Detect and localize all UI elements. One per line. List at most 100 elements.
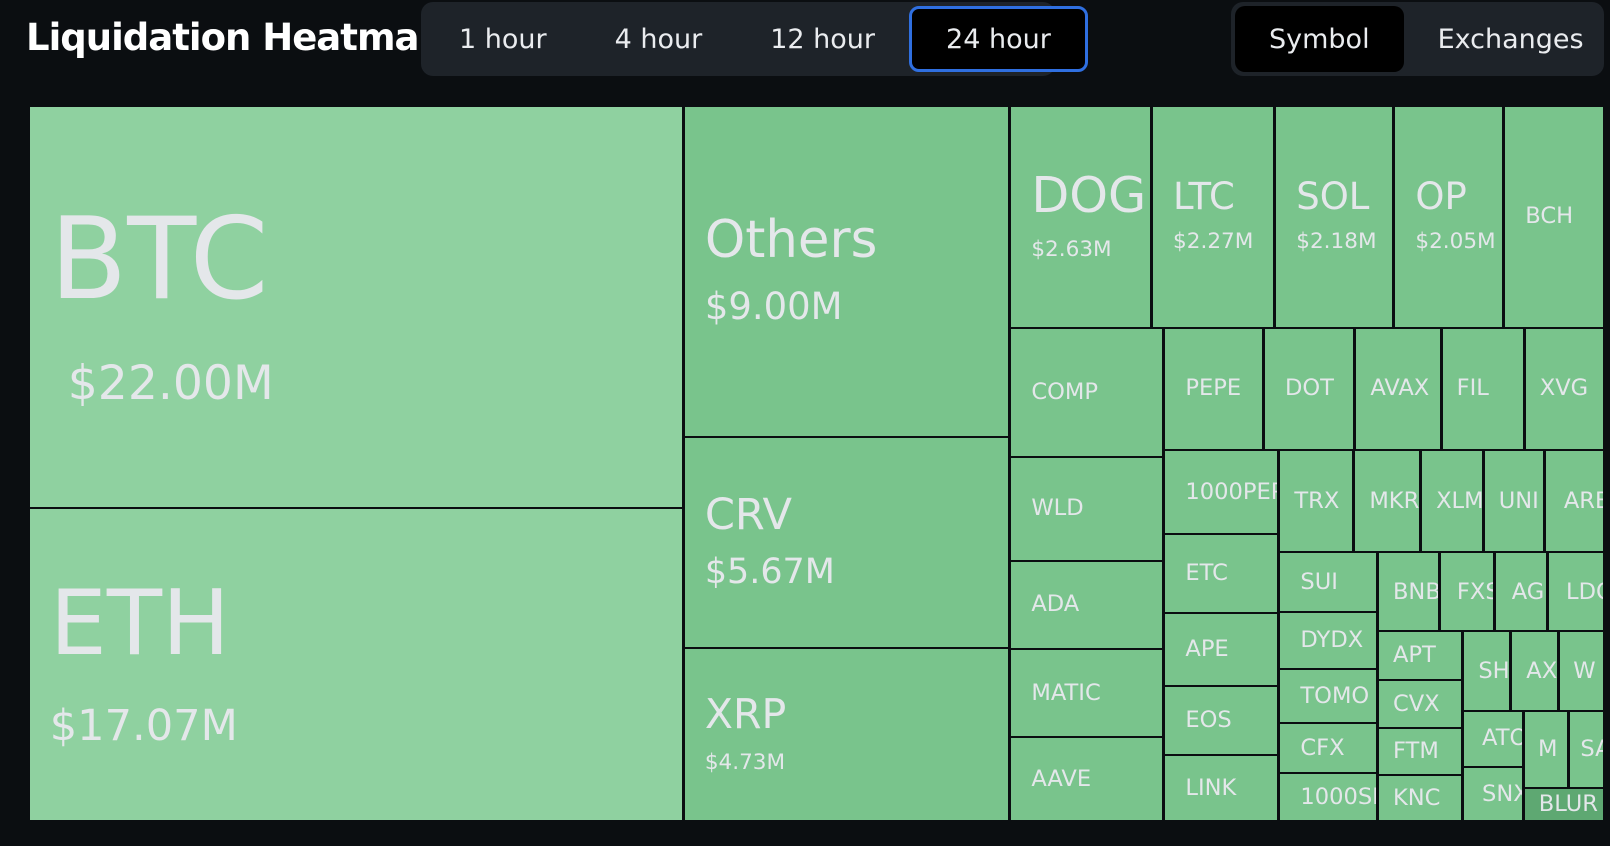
tab[interactable]: 4 hour	[614, 23, 703, 55]
tile-label: ETH	[49, 570, 230, 676]
tile[interactable]: TRX	[1279, 449, 1354, 553]
view-tabs: Symbol Exchanges	[1231, 2, 1604, 76]
tile-label: DYDX	[1300, 627, 1364, 654]
tile-label: M	[1537, 735, 1558, 762]
tile[interactable]: SOL $2.18M	[1275, 105, 1394, 328]
tile-label: TOMO	[1300, 682, 1370, 709]
tile-label: XRP	[704, 690, 787, 739]
tile-label: XLM	[1436, 487, 1483, 514]
tile[interactable]: KNC	[1377, 775, 1463, 822]
tile-label: Others	[704, 210, 878, 271]
tile-label: LTC	[1173, 175, 1235, 219]
tile[interactable]: WLD	[1010, 456, 1164, 561]
tile[interactable]: FXS	[1439, 552, 1494, 632]
tile-label: DOT	[1284, 375, 1334, 402]
tile-label: BTC	[49, 193, 269, 326]
tile-label: FXS	[1456, 578, 1493, 605]
tile[interactable]: 1000SHIB	[1279, 773, 1377, 822]
tile[interactable]: ADA	[1010, 560, 1164, 649]
tile-label: ADA	[1031, 591, 1080, 618]
tab-selected[interactable]: 24 hour	[909, 6, 1088, 72]
tile-label: FIL	[1456, 375, 1489, 402]
tile[interactable]: 1000PEPE	[1164, 449, 1279, 534]
tab-selected[interactable]: Symbol	[1235, 6, 1404, 72]
tile[interactable]: ETH $17.07M	[28, 508, 683, 822]
tile[interactable]: TOMO	[1279, 669, 1377, 723]
tile-label: KNC	[1392, 785, 1441, 812]
tile[interactable]: CFX	[1279, 722, 1377, 774]
tile[interactable]: BCH	[1504, 105, 1604, 328]
tile[interactable]: CVX	[1377, 679, 1463, 728]
tile[interactable]: BNB	[1377, 552, 1439, 632]
tile[interactable]: M	[1523, 710, 1568, 788]
tile[interactable]: MATIC	[1010, 648, 1164, 738]
tile[interactable]: XLM	[1421, 449, 1483, 553]
tile-value: $4.73M	[704, 749, 786, 775]
tile[interactable]: SUI	[1279, 552, 1377, 612]
tile-label: CVX	[1392, 690, 1440, 717]
tile-label: UNI	[1498, 487, 1539, 514]
tile[interactable]: MKR	[1354, 449, 1421, 553]
tile[interactable]: ARB	[1545, 449, 1604, 553]
tile[interactable]: LINK	[1164, 754, 1279, 822]
tile[interactable]: AX	[1511, 631, 1558, 711]
tile-label: 1000PEPE	[1185, 478, 1277, 505]
tile-label: W	[1573, 657, 1596, 684]
tile-label: 1000SHIB	[1300, 783, 1376, 810]
tile[interactable]: W	[1558, 631, 1604, 711]
tile-value: $2.05M	[1415, 229, 1496, 255]
tab[interactable]: 12 hour	[770, 23, 876, 55]
tile[interactable]: AAVE	[1010, 737, 1164, 822]
tile[interactable]: DYDX	[1279, 611, 1377, 670]
tile[interactable]: PEPE	[1164, 327, 1263, 450]
tile-value: $9.00M	[704, 284, 843, 328]
tile[interactable]: FIL	[1441, 327, 1524, 450]
tile[interactable]: LTC $2.27M	[1152, 105, 1275, 328]
tile-label: BLUR	[1538, 791, 1598, 818]
tile[interactable]: XVG	[1524, 327, 1604, 450]
tile-value: $2.63M	[1031, 237, 1112, 263]
tile[interactable]: APT	[1377, 631, 1463, 680]
tile-label: PEPE	[1185, 375, 1242, 402]
tile[interactable]: UNI	[1483, 449, 1545, 553]
tile-value: $5.67M	[704, 551, 835, 592]
tile[interactable]: APE	[1164, 612, 1279, 686]
time-tabs: 1 hour 4 hour 12 hour 24 hour	[421, 2, 1088, 76]
tile[interactable]: SH	[1463, 631, 1511, 711]
tile-label: OP	[1415, 175, 1467, 219]
tile[interactable]: FTM	[1377, 727, 1463, 776]
tile[interactable]: SNX	[1463, 767, 1523, 822]
tile[interactable]: AG	[1495, 552, 1548, 632]
tile[interactable]: LDO	[1548, 552, 1604, 632]
tile-label: SUI	[1300, 568, 1338, 595]
tile[interactable]: ATOM	[1463, 710, 1523, 767]
tile[interactable]: EOS	[1164, 685, 1279, 755]
tile-label: APT	[1392, 642, 1436, 669]
tile[interactable]: Others $9.00M	[683, 105, 1010, 438]
tile[interactable]: CRV $5.67M	[683, 437, 1010, 648]
tile-label: EOS	[1185, 706, 1232, 733]
tile[interactable]: BLUR	[1523, 787, 1604, 822]
tile[interactable]: DOT	[1263, 327, 1355, 450]
tile-label: SOL	[1296, 175, 1370, 219]
tile-label: BNB	[1392, 578, 1439, 605]
tile-label: FTM	[1392, 738, 1439, 765]
tile[interactable]: DOGE $2.63M	[1010, 105, 1151, 328]
tile[interactable]: OP $2.05M	[1394, 105, 1504, 328]
tile[interactable]: BTC $22.00M	[28, 105, 683, 509]
tile[interactable]: ETC	[1164, 533, 1279, 613]
tile-label: AAVE	[1031, 766, 1092, 793]
tile[interactable]: COMP	[1010, 327, 1164, 457]
tile-label: SH	[1478, 657, 1510, 684]
tile[interactable]: AVAX	[1355, 327, 1441, 450]
tile-label: TRX	[1294, 487, 1340, 514]
tile[interactable]: XRP $4.73M	[683, 647, 1010, 822]
tab[interactable]: 1 hour	[459, 23, 547, 55]
tile-label: SA	[1580, 735, 1602, 762]
tile-label: WLD	[1031, 495, 1084, 522]
tile-value: $2.18M	[1296, 229, 1377, 255]
tile[interactable]: SA	[1568, 710, 1604, 788]
tile-label: ATOM	[1482, 725, 1522, 752]
tab[interactable]: Exchanges	[1437, 23, 1584, 55]
